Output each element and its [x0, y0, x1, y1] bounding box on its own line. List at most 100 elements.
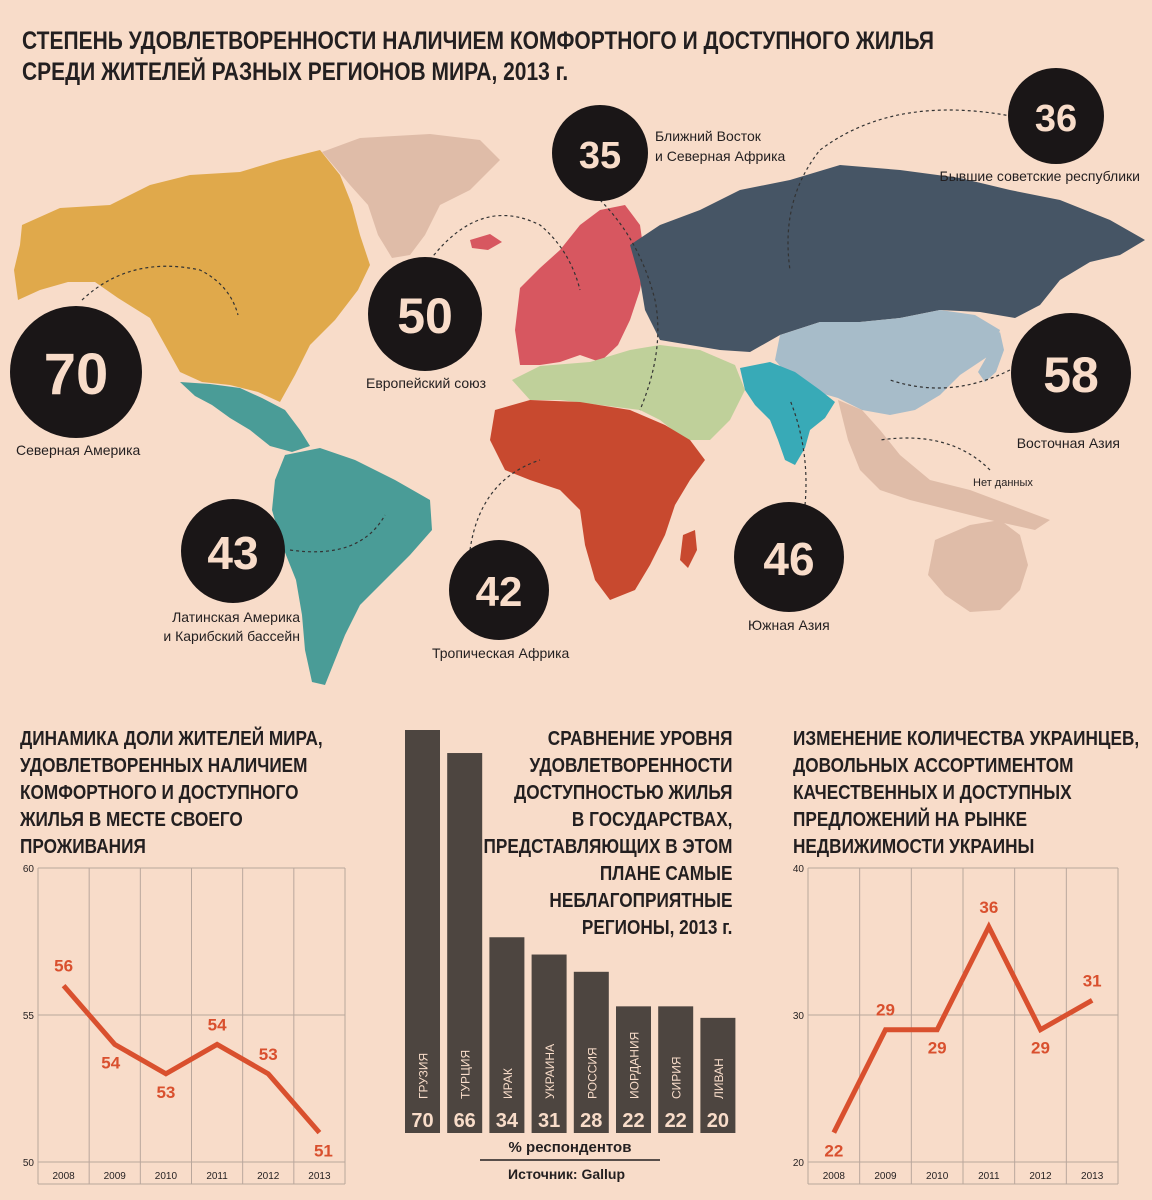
- page-title-line1: СТЕПЕНЬ УДОВЛЕТВОРЕННОСТИ НАЛИЧИЕМ КОМФО…: [22, 27, 934, 55]
- left-xtick-label: 2011: [206, 1171, 228, 1182]
- left-chart: 50 55 60 2008 2009 2010 2011 2012 2013 56 54 53 54 53…: [23, 864, 346, 1185]
- left-xtick-label: 2010: [155, 1171, 178, 1182]
- central-america-shape: [180, 382, 310, 452]
- japan-shape: [978, 332, 1004, 382]
- left-data-label: 51: [314, 1142, 333, 1161]
- bar-category-label: РОССИЯ: [585, 1047, 599, 1099]
- label-fsu: Бывшие советские республики: [940, 168, 1140, 184]
- label-south-asia: Южная Азия: [748, 617, 830, 633]
- left-data-label: 53: [259, 1045, 278, 1064]
- se-asia-shape: [838, 400, 1050, 530]
- right-ytick-label: 30: [793, 1011, 805, 1022]
- right-xtick-label: 2008: [823, 1171, 846, 1182]
- left-xtick-label: 2012: [257, 1171, 280, 1182]
- right-xtick-label: 2013: [1081, 1171, 1104, 1182]
- bar-value-label: 28: [580, 1110, 602, 1132]
- circle-africa: [449, 540, 549, 640]
- right-chart-title: ИЗМЕНЕНИЕ КОЛИЧЕСТВА УКРАИНЦЕВ, ДОВОЛЬНЫ…: [793, 728, 1140, 858]
- madagascar-shape: [680, 530, 697, 568]
- left-xtick-label: 2009: [104, 1171, 127, 1182]
- bar-xlabel: % респондентов: [509, 1139, 632, 1156]
- right-ytick-label: 40: [793, 864, 805, 875]
- left-ytick-label: 50: [23, 1158, 35, 1169]
- page-title: СТЕПЕНЬ УДОВЛЕТВОРЕННОСТИ НАЛИЧИЕМ КОМФО…: [22, 26, 934, 88]
- label-eu: Европейский союз: [366, 375, 486, 391]
- right-series-line: [831, 921, 1094, 1134]
- value-latam: 43: [207, 527, 258, 579]
- right-xtick-label: 2012: [1029, 1171, 1052, 1182]
- label-mena-2: и Северная Африка: [655, 148, 786, 164]
- right-xtick-label: 2009: [874, 1171, 897, 1182]
- left-chart-title: ДИНАМИКА ДОЛИ ЖИТЕЛЕЙ МИРА, УДОВЛЕТВОРЕН…: [20, 728, 323, 858]
- bar: [573, 971, 609, 1133]
- left-series-line: [61, 983, 322, 1135]
- right-data-label: 31: [1083, 971, 1102, 990]
- left-data-label: 54: [101, 1053, 120, 1072]
- east-asia-shape: [775, 310, 1000, 415]
- left-xtick-label: 2008: [52, 1171, 75, 1182]
- bar-category-label: ТУРЦИЯ: [459, 1050, 473, 1099]
- bar-category-label: СИРИЯ: [670, 1056, 684, 1099]
- iceland-shape: [470, 234, 502, 250]
- value-fsu: 36: [1035, 98, 1077, 140]
- label-latam-1: Латинская Америка: [172, 609, 300, 625]
- right-chart: 20 30 40 2008 2009 2010 2011 2012 2013 22 29 29 36 29…: [793, 864, 1119, 1185]
- value-africa: 42: [476, 568, 523, 615]
- left-data-label: 53: [156, 1083, 175, 1102]
- bar-value-label: 22: [622, 1110, 644, 1132]
- bar-value-label: 66: [454, 1110, 476, 1132]
- right-xtick-label: 2011: [978, 1171, 1000, 1182]
- label-east-asia: Восточная Азия: [1017, 435, 1120, 451]
- label-latam-2: и Карибский бассейн: [163, 628, 300, 644]
- bar: [447, 753, 483, 1133]
- right-data-label: 22: [824, 1142, 843, 1161]
- right-xtick-label: 2010: [926, 1171, 949, 1182]
- middle-chart-title: СРАВНЕНИЕ УРОВНЯ УДОВЛЕТВОРЕННОСТИ ДОСТУ…: [483, 728, 732, 939]
- right-ytick-label: 20: [793, 1158, 805, 1169]
- label-nodata: Нет данных: [973, 477, 1033, 489]
- bar-category-label: ЛИВАН: [712, 1058, 726, 1099]
- value-eu: 50: [397, 288, 453, 344]
- middle-east-shape: [512, 345, 745, 440]
- north-america-shape: [14, 150, 370, 402]
- bar: [658, 1006, 694, 1133]
- middle-chart: 70 ГРУЗИЯ 66 ТУРЦИЯ 34 ИРАК 31 УКРАИНА 28 РОССИЯ 2…: [405, 730, 736, 1161]
- label-africa: Тропическая Африка: [432, 645, 570, 661]
- left-data-label: 54: [208, 1015, 227, 1034]
- bar-value-label: 20: [707, 1110, 729, 1132]
- value-south-asia: 46: [763, 533, 814, 585]
- bar: [531, 954, 567, 1133]
- region-circles: [10, 68, 1131, 640]
- value-north-america: 70: [44, 342, 109, 407]
- world-map: 70 50 35 36 58 43 42 46 Северная Америка…: [10, 68, 1145, 685]
- source-note: Источник: Gallup: [508, 1166, 626, 1182]
- right-data-label: 29: [1031, 1039, 1050, 1058]
- right-data-label: 29: [928, 1039, 947, 1058]
- circle-latam: [181, 499, 285, 603]
- circle-north-america: [10, 306, 142, 438]
- right-data-label: 36: [979, 898, 998, 917]
- africa-shape: [490, 400, 705, 600]
- bar: [405, 730, 440, 1133]
- bar-category-label: ГРУЗИЯ: [417, 1053, 431, 1099]
- left-xtick-label: 2013: [308, 1171, 331, 1182]
- bar-value-label: 31: [538, 1110, 560, 1132]
- bar-category-label: УКРАИНА: [543, 1044, 557, 1099]
- bar: [700, 1017, 736, 1133]
- left-ytick-label: 60: [23, 864, 35, 875]
- bar: [616, 1006, 651, 1133]
- circle-east-asia: [1011, 313, 1131, 433]
- label-mena-1: Ближний Восток: [655, 128, 762, 144]
- circle-mena: [552, 105, 648, 201]
- bar-value-label: 70: [411, 1110, 433, 1132]
- value-east-asia: 58: [1043, 347, 1099, 403]
- left-data-label: 56: [54, 957, 73, 976]
- circle-eu: [368, 257, 482, 371]
- label-north-america: Северная Америка: [16, 442, 141, 458]
- south-asia-shape: [740, 362, 835, 465]
- page-title-line2: СРЕДИ ЖИТЕЛЕЙ РАЗНЫХ РЕГИОНОВ МИРА, 2013…: [22, 58, 569, 86]
- right-data-label: 29: [876, 1001, 895, 1020]
- bar-value-label: 34: [496, 1110, 519, 1132]
- leader-lines: [81, 109, 1031, 553]
